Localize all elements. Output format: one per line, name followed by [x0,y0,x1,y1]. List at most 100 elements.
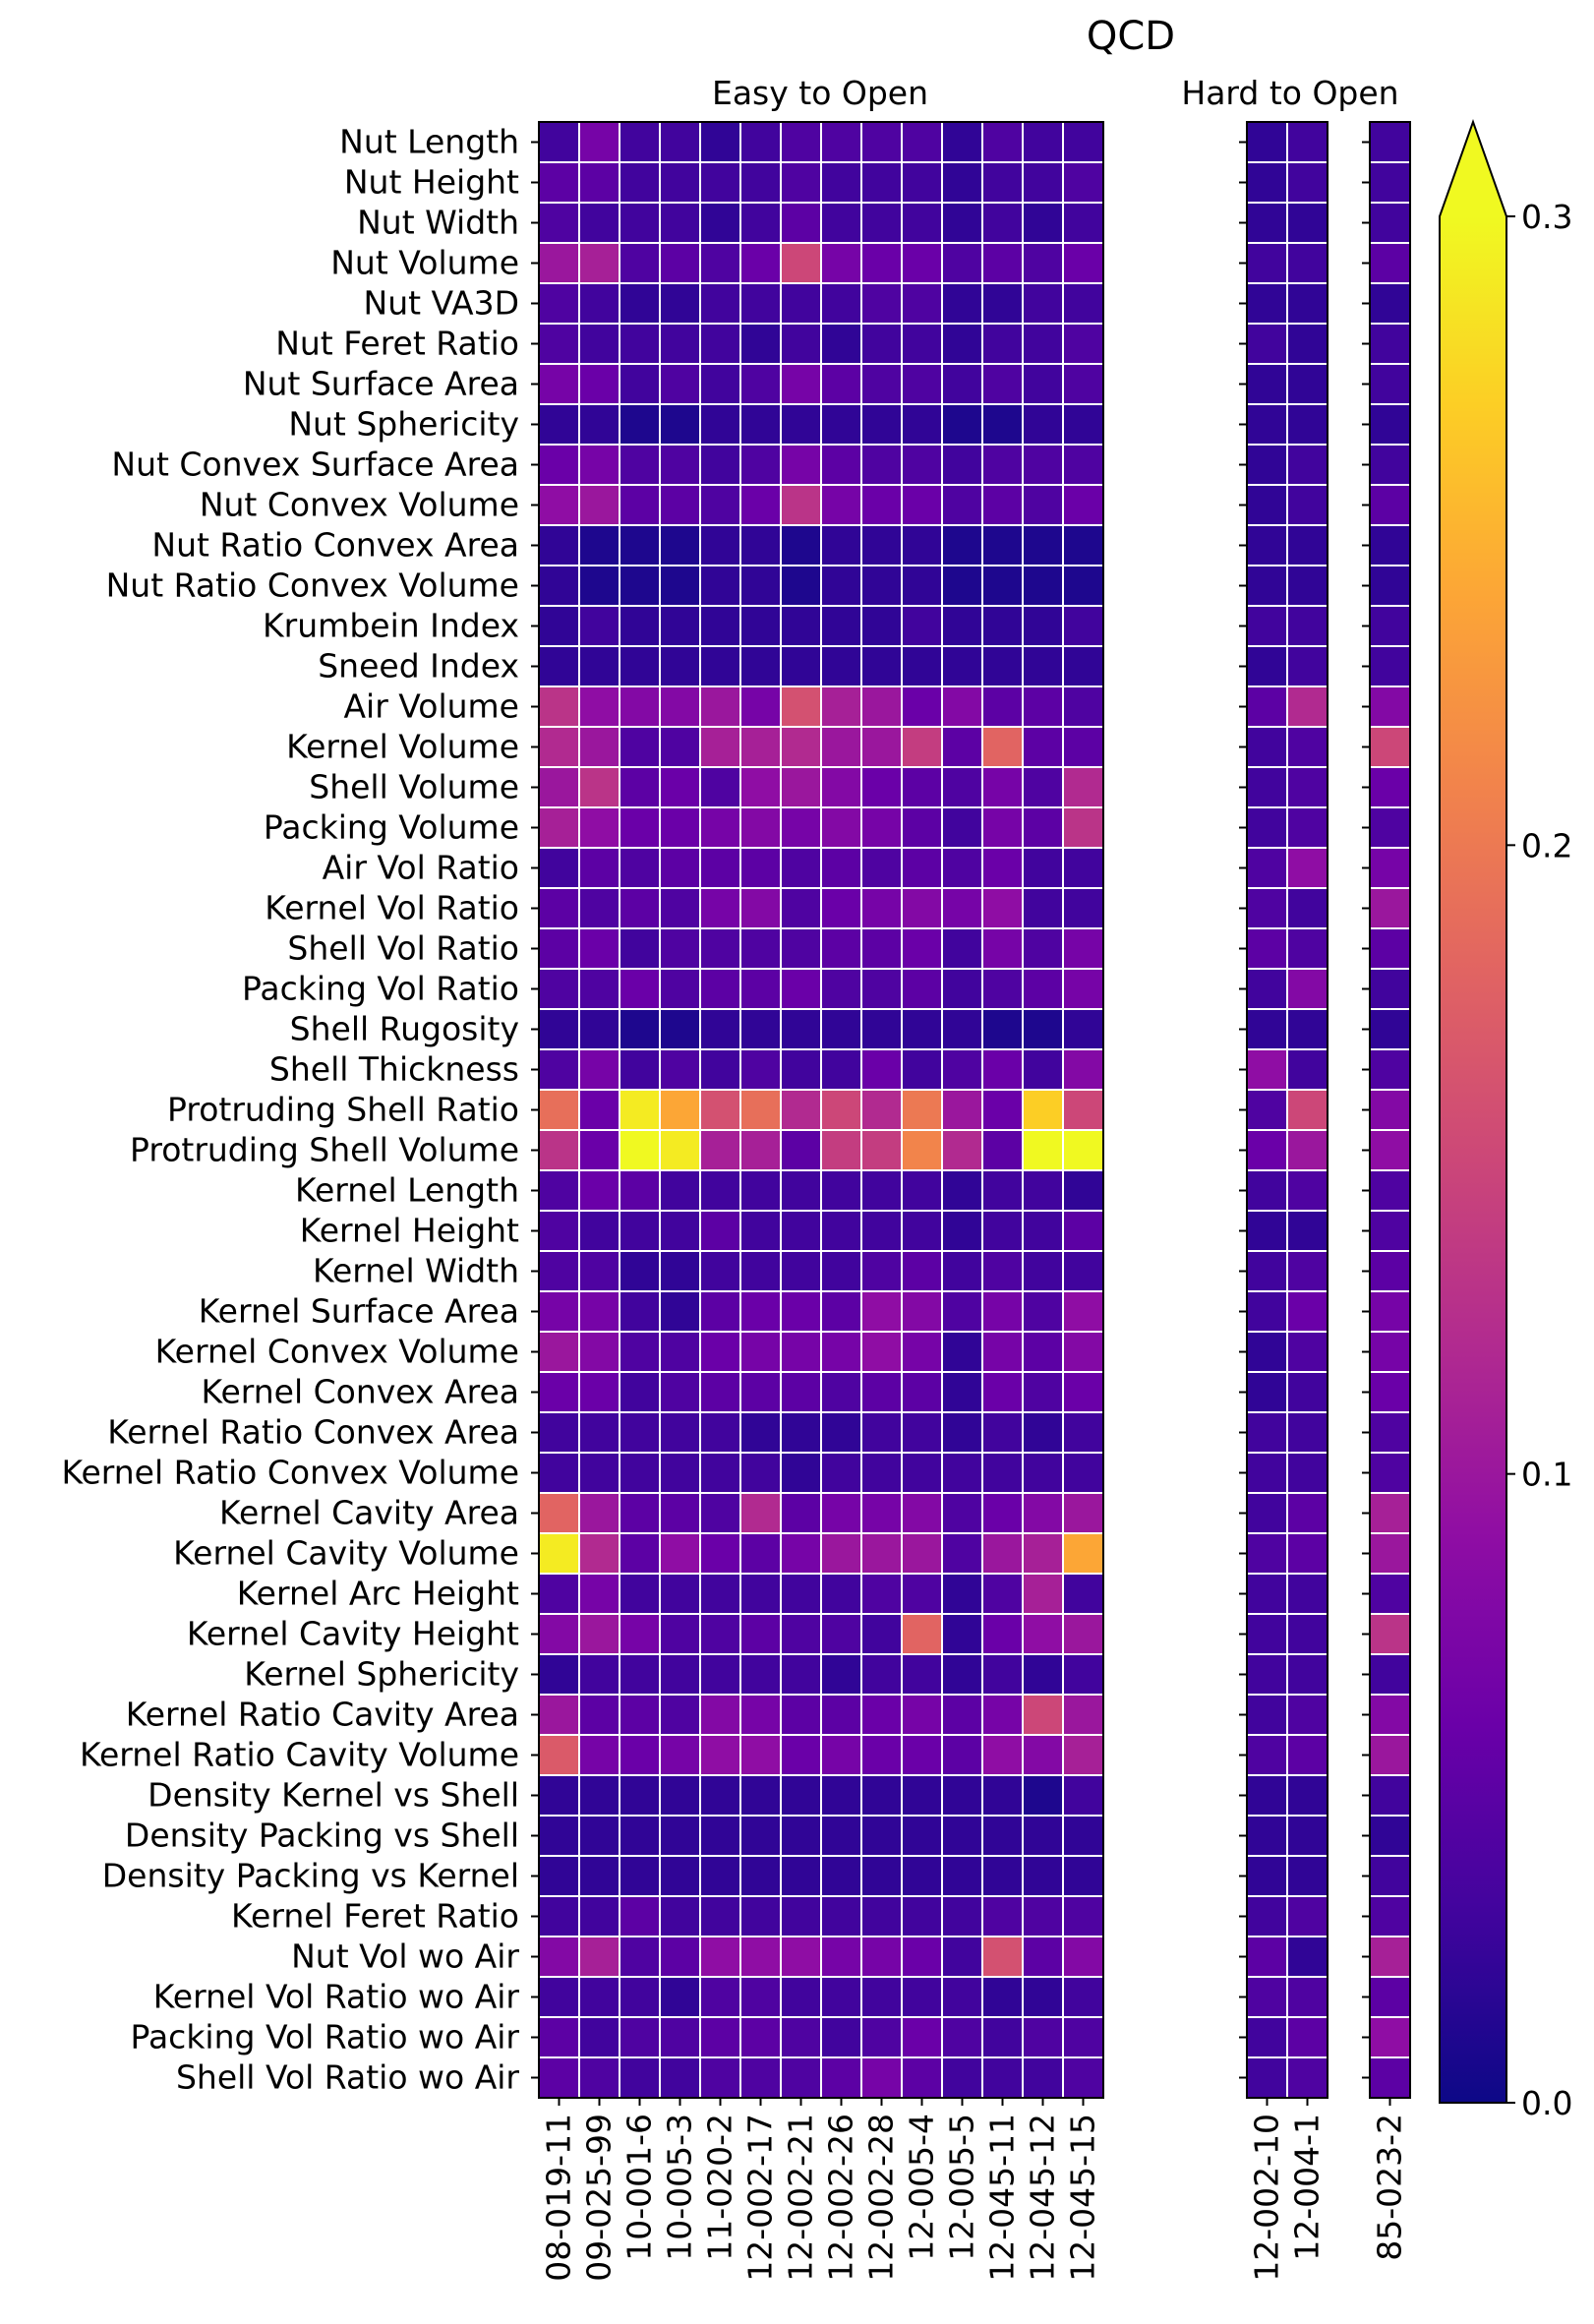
heatmap-cell [1246,161,1288,204]
heatmap-cell [820,1452,862,1494]
heatmap-cell [780,2016,822,2058]
heatmap-cell [578,1774,620,1817]
row-label: Kernel Surface Area [199,1292,519,1331]
heatmap-cell [981,2056,1024,2099]
heatmap-cell [739,1855,782,1897]
heatmap-cell [619,1694,661,1736]
heatmap-cell [739,927,782,970]
heatmap-cell [578,1492,620,1534]
heatmap-cell [901,1371,943,1413]
heatmap-cell [538,1613,580,1655]
heatmap-cell [1022,847,1064,889]
heatmap-cell [1286,1815,1328,1857]
heatmap-cell [578,242,620,284]
heatmap-cell [538,444,580,486]
heatmap-cell [1022,968,1064,1010]
heatmap-cell [1369,1653,1411,1696]
heatmap-cell [780,1492,822,1534]
heatmap-cell [739,887,782,929]
row-label: Kernel Ratio Cavity Volume [80,1736,519,1774]
heatmap-cell [1369,1210,1411,1252]
heatmap-cell [659,1371,701,1413]
heatmap-cell [780,1653,822,1696]
heatmap-cell [739,1371,782,1413]
heatmap-cell [538,1250,580,1292]
heatmap-cell [901,2056,943,2099]
heatmap-cell [619,2016,661,2058]
heatmap-cell [739,726,782,768]
heatmap-cell [1062,1169,1104,1212]
heatmap-cell [1369,121,1411,163]
heatmap-cell [619,847,661,889]
heatmap-cell [860,363,903,405]
heatmap-cell [820,1532,862,1575]
heatmap-cell [1062,645,1104,687]
heatmap-cell [739,1976,782,2018]
heatmap-cell [780,363,822,405]
heatmap-cell [1246,1855,1288,1897]
row-label: Shell Volume [309,768,519,806]
heatmap-cell [538,363,580,405]
heatmap-cell [659,363,701,405]
heatmap-cell [739,1815,782,1857]
heatmap-cell [739,1774,782,1817]
heatmap-cell [1062,403,1104,446]
heatmap-cell [860,1694,903,1736]
heatmap-cell [1246,1089,1288,1131]
heatmap-cell [578,1210,620,1252]
heatmap-cell [619,1936,661,1978]
heatmap-cell [1062,726,1104,768]
heatmap-cell [941,1936,983,1978]
heatmap-cell [1286,2016,1328,2058]
heatmap-cell [578,1653,620,1696]
heatmap-cell [981,323,1024,365]
colorbar-tick-label: 0.2 [1521,826,1572,864]
heatmap-cell [1246,927,1288,970]
heatmap-cell [941,161,983,204]
heatmap-cell [820,1129,862,1171]
heatmap-cell [578,1411,620,1454]
heatmap-cell [981,726,1024,768]
heatmap-cell [739,1734,782,1776]
heatmap-cell [1246,1129,1288,1171]
heatmap-cell [1369,565,1411,607]
heatmap-cell [1062,2056,1104,2099]
heatmap-cell [941,645,983,687]
heatmap-cell [860,1573,903,1615]
heatmap-cell [619,1734,661,1776]
heatmap-cell [578,806,620,849]
heatmap-cell [1062,1815,1104,1857]
heatmap-cell [619,1855,661,1897]
heatmap-cell [860,161,903,204]
heatmap-cell [578,1936,620,1978]
heatmap-cell [619,242,661,284]
heatmap-cell [820,1089,862,1131]
heatmap-cell [1369,766,1411,808]
heatmap-cell [659,1694,701,1736]
heatmap-cell [699,1815,741,1857]
heatmap-cell [699,685,741,728]
heatmap-cell [538,1855,580,1897]
heatmap-cell [739,1129,782,1171]
heatmap-cell [619,605,661,647]
heatmap-cell [1062,766,1104,808]
heatmap-cell [820,161,862,204]
heatmap-cell [860,1815,903,1857]
heatmap-cell [780,403,822,446]
heatmap-cell [981,1331,1024,1373]
heatmap-cell [659,1613,701,1655]
heatmap-cell [1062,1331,1104,1373]
heatmap-cell [1022,2056,1064,2099]
heatmap-cell [1286,1613,1328,1655]
heatmap-panel: 85-023-2 [1362,121,1411,2261]
heatmap-cell [1369,282,1411,325]
column-label: 12-005-5 [943,2114,981,2261]
heatmap-cell [1022,1008,1064,1050]
heatmap-cell [659,927,701,970]
heatmap-cell [659,121,701,163]
heatmap-cell [1062,121,1104,163]
heatmap-cell [1286,1250,1328,1292]
heatmap-cell [780,1008,822,1050]
heatmap-cell [1286,1452,1328,1494]
heatmap-cell [1062,1573,1104,1615]
